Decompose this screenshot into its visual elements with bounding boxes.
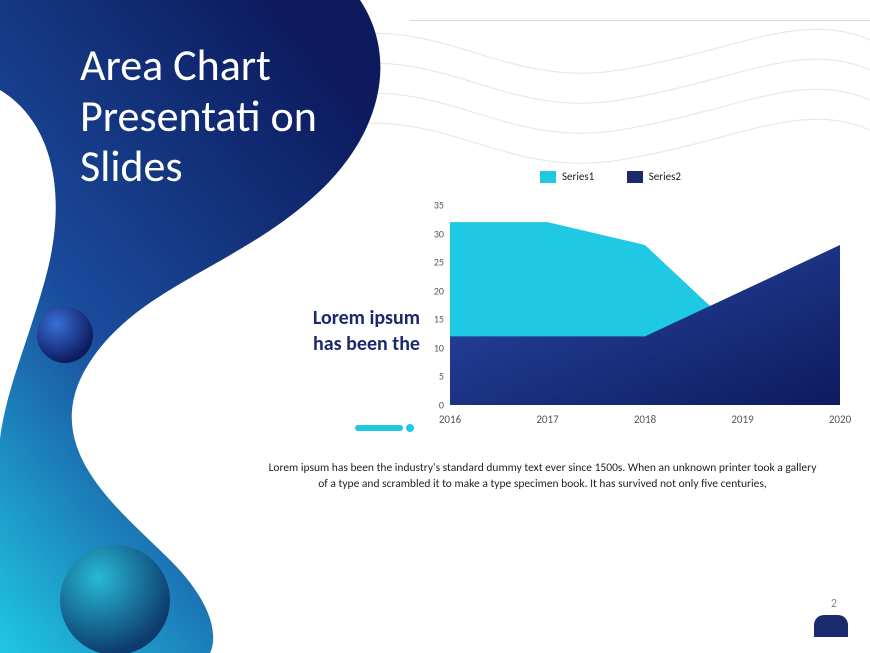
slide-subtitle: Lorem ipsum has been the (280, 305, 420, 357)
y-tick-label: 10 (434, 341, 444, 354)
x-tick-label: 2017 (536, 413, 558, 426)
legend-item-series2: Series2 (627, 170, 681, 183)
y-tick-label: 30 (434, 227, 444, 240)
area-chart: 05101520253035 20162017201820192020 (420, 205, 840, 435)
x-tick-label: 2016 (439, 413, 461, 426)
y-tick-label: 5 (439, 370, 444, 383)
accent-underline (355, 418, 414, 437)
body-paragraph: Lorem ipsum has been the industry's stan… (265, 460, 820, 492)
top-divider (410, 20, 870, 21)
plot-area (450, 205, 840, 405)
page-number-box (814, 615, 848, 637)
y-tick-label: 20 (434, 284, 444, 297)
x-axis: 20162017201820192020 (450, 413, 840, 433)
y-tick-label: 0 (439, 399, 444, 412)
chart-svg (450, 205, 840, 405)
legend-swatch-series2 (627, 171, 643, 183)
legend-label-series1: Series1 (562, 170, 594, 183)
y-axis: 05101520253035 (420, 205, 450, 405)
x-tick-label: 2018 (634, 413, 656, 426)
legend-label-series2: Series2 (649, 170, 681, 183)
y-tick-label: 15 (434, 313, 444, 326)
y-tick-label: 35 (434, 199, 444, 212)
legend-swatch-series1 (540, 171, 556, 183)
legend-item-series1: Series1 (540, 170, 594, 183)
chart-legend: Series1 Series2 (540, 170, 711, 186)
page-number: 2 (831, 597, 837, 611)
x-tick-label: 2020 (829, 413, 851, 426)
y-tick-label: 25 (434, 256, 444, 269)
slide-title: Area Chart Presentati on Slides (80, 40, 340, 192)
x-tick-label: 2019 (731, 413, 753, 426)
